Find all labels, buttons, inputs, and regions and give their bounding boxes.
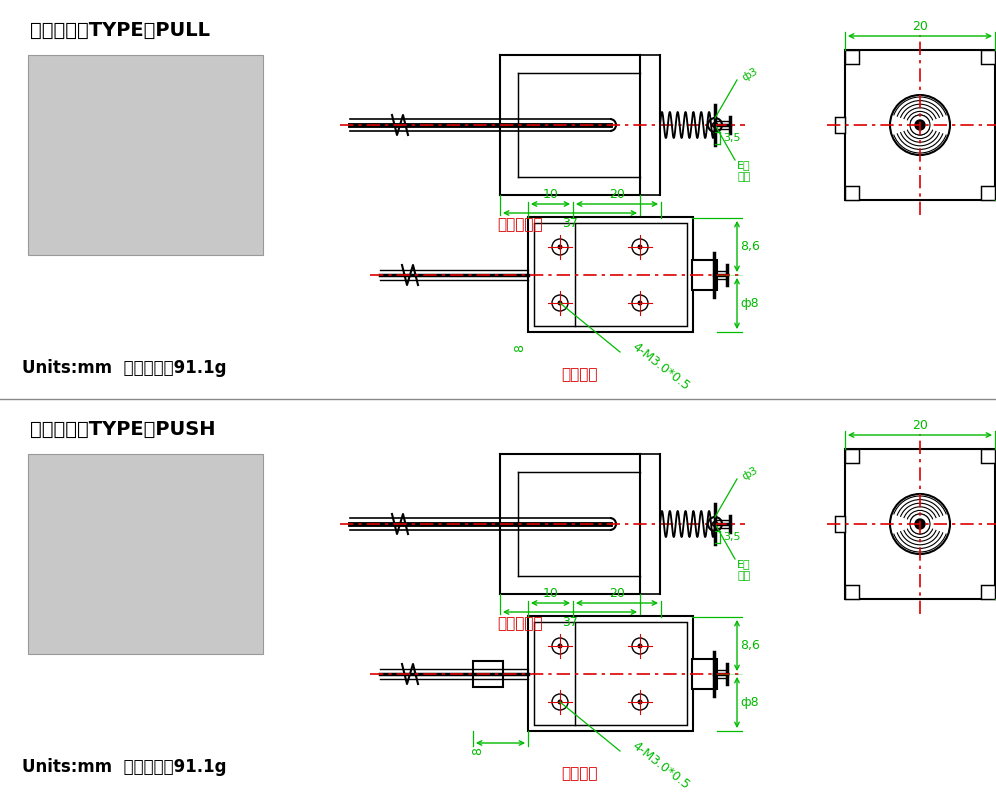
Text: 8,6: 8,6 [740,639,760,652]
Text: ф8: ф8 [740,696,759,709]
Text: 通电状态: 通电状态 [562,767,599,781]
Bar [528,217,693,332]
Circle shape [915,519,925,529]
Text: ф3: ф3 [740,465,759,483]
Bar [28,55,263,255]
Circle shape [552,239,568,255]
Bar [473,661,503,687]
Bar [981,449,995,463]
Circle shape [632,295,648,311]
Text: ф8: ф8 [740,297,759,310]
Circle shape [552,694,568,710]
Text: 3,5: 3,5 [723,532,740,542]
Text: 3,5: 3,5 [723,133,740,143]
Text: 8: 8 [471,747,484,755]
Text: ф3: ф3 [740,66,759,84]
Circle shape [558,244,563,250]
Circle shape [637,301,642,306]
Bar [845,449,859,463]
Text: 37: 37 [562,217,578,230]
Circle shape [915,120,925,130]
Text: 20: 20 [912,20,928,33]
Circle shape [712,123,717,128]
Text: 4-M3.0*0.5: 4-M3.0*0.5 [630,740,692,792]
Circle shape [637,244,642,250]
Circle shape [632,638,648,654]
Text: 弹簧: 弹簧 [737,172,750,182]
Circle shape [890,494,950,554]
Text: Units:mm  产品总重量91.1g: Units:mm 产品总重量91.1g [22,758,226,776]
Circle shape [910,514,930,534]
Circle shape [637,700,642,705]
Text: E扣: E扣 [737,559,751,569]
Bar [835,117,845,133]
Text: 类型：拉式TYPE：PULL: 类型：拉式TYPE：PULL [30,21,210,39]
Text: 20: 20 [610,587,624,600]
Bar [835,516,845,532]
Text: 通电状态: 通电状态 [562,368,599,382]
Bar [981,585,995,599]
Circle shape [914,518,926,530]
Text: E扣: E扣 [737,160,751,170]
Circle shape [708,517,722,531]
Text: 10: 10 [543,587,559,600]
Text: 弹簧: 弹簧 [737,571,750,581]
Circle shape [558,301,563,306]
Bar [528,616,693,731]
Text: 未通电状态: 未通电状态 [497,218,543,232]
Circle shape [712,522,717,527]
Circle shape [552,295,568,311]
Text: 8: 8 [514,344,527,352]
Text: 类型：推式TYPE：PUSH: 类型：推式TYPE：PUSH [30,420,215,438]
Text: 4-M3.0*0.5: 4-M3.0*0.5 [630,341,692,393]
Bar [28,454,263,654]
Bar [845,50,859,64]
Circle shape [558,643,563,649]
Bar [845,50,995,200]
Circle shape [890,95,950,155]
Bar [845,449,995,599]
Bar [692,659,717,689]
Bar [845,186,859,200]
Text: 8,6: 8,6 [740,240,760,253]
Text: 20: 20 [610,188,624,201]
Bar [692,260,717,290]
Bar [981,50,995,64]
Circle shape [914,119,926,131]
Bar [534,223,687,326]
Text: 37: 37 [562,616,578,629]
Bar [845,585,859,599]
Text: 20: 20 [912,419,928,432]
Circle shape [910,115,930,135]
Bar [534,622,687,725]
Text: 未通电状态: 未通电状态 [497,617,543,631]
Circle shape [558,700,563,705]
Text: 10: 10 [543,188,559,201]
Bar [981,186,995,200]
Text: Units:mm  产品总重量91.1g: Units:mm 产品总重量91.1g [22,359,226,377]
Circle shape [552,638,568,654]
Circle shape [632,694,648,710]
Circle shape [637,643,642,649]
Circle shape [708,118,722,132]
Circle shape [632,239,648,255]
